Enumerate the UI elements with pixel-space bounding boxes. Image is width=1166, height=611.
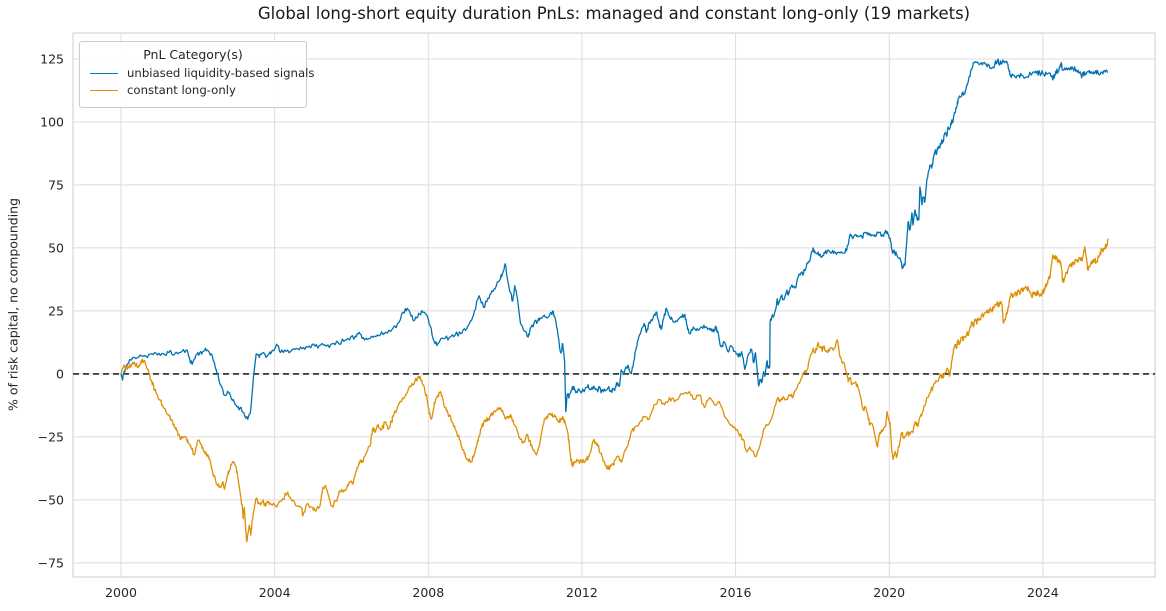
y-tick-label: 25 — [48, 303, 64, 318]
legend-label: constant long-only — [127, 83, 236, 97]
y-tick-label: −25 — [38, 429, 64, 444]
x-tick-label: 2000 — [105, 585, 137, 600]
line-swatch-blue — [90, 72, 118, 74]
y-tick-label: −75 — [38, 555, 64, 570]
y-tick-label: 0 — [56, 366, 64, 381]
axes-frame — [72, 32, 1156, 578]
x-tick-label: 2020 — [873, 585, 905, 600]
y-tick-label: 125 — [40, 51, 64, 66]
x-tick-label: 2016 — [720, 585, 752, 600]
line-swatch-orange — [90, 89, 118, 91]
legend-title: PnL Category(s) — [143, 47, 243, 62]
legend: PnL Category(s) unbiased liquidity-based… — [79, 41, 314, 108]
y-tick-label: 100 — [40, 114, 64, 129]
legend-label: unbiased liquidity-based signals — [127, 66, 315, 80]
x-tick-label: 2004 — [259, 585, 291, 600]
series-line-0 — [120, 58, 1109, 420]
x-tick-label: 2008 — [412, 585, 444, 600]
chart-title: Global long-short equity duration PnLs: … — [257, 4, 971, 23]
legend-item-constant: constant long-only — [90, 83, 298, 97]
legend-item-managed: unbiased liquidity-based signals — [90, 66, 314, 80]
y-tick-label: 75 — [48, 177, 64, 192]
y-tick-label: 50 — [48, 240, 64, 255]
series-line-1 — [120, 238, 1109, 543]
x-tick-label: 2024 — [1027, 585, 1059, 600]
x-tick-label: 2012 — [566, 585, 598, 600]
y-tick-label: −50 — [38, 492, 64, 507]
